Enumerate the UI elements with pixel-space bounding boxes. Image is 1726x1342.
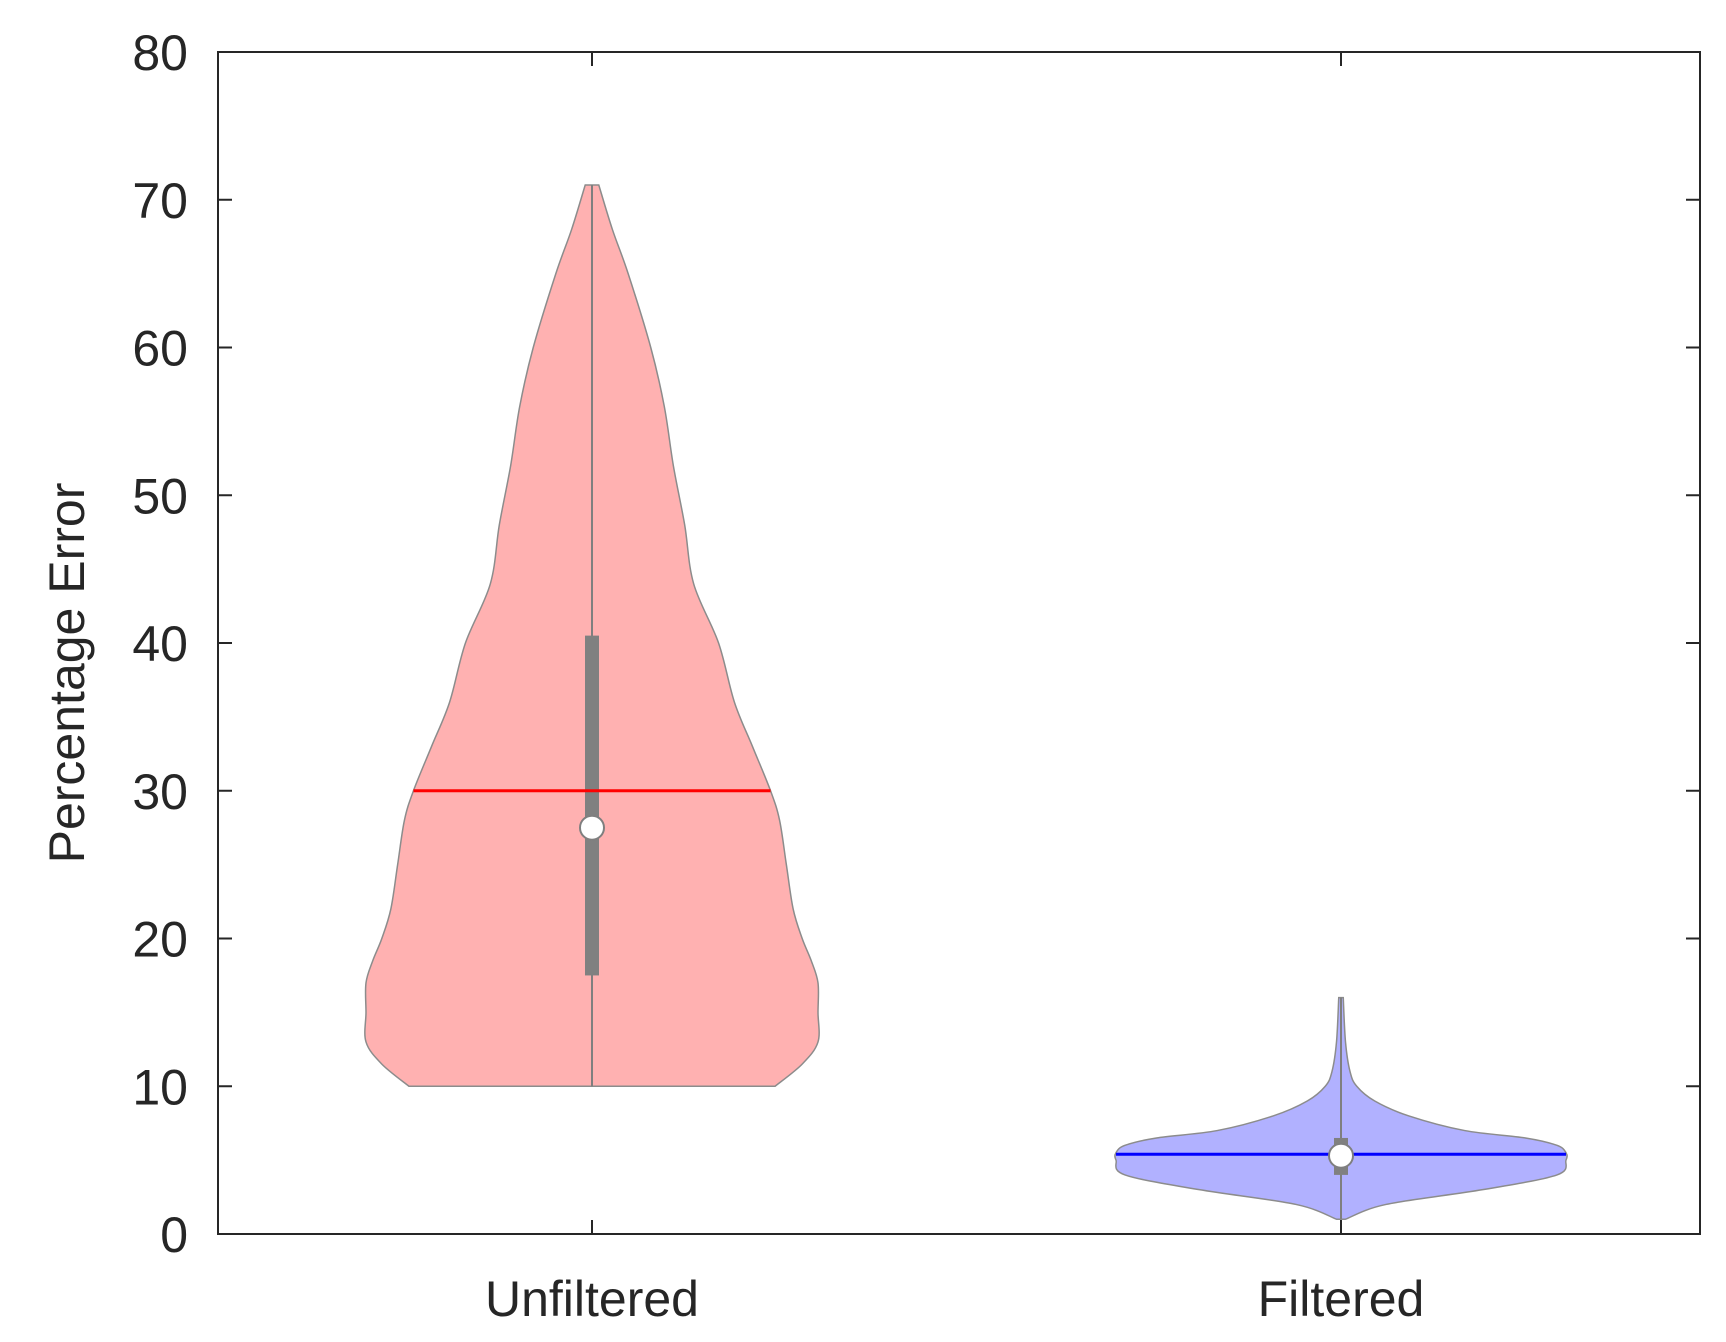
x-tick-label-filtered: Filtered bbox=[1258, 1271, 1425, 1327]
ticks-layer: 0 10 20 30 40 50 60 70 80 Unfiltered Filtered bbox=[132, 25, 1700, 1327]
y-tick-label: 50 bbox=[132, 468, 188, 524]
y-tick-label: 0 bbox=[160, 1207, 188, 1263]
y-tick-label: 20 bbox=[132, 912, 188, 968]
y-tick-label: 70 bbox=[132, 173, 188, 229]
median-marker-unfiltered bbox=[579, 814, 605, 841]
y-axis-label: Percentage Error bbox=[39, 483, 95, 864]
iqr-box-unfiltered bbox=[585, 635, 599, 976]
x-tick-label-unfiltered: Unfiltered bbox=[485, 1271, 699, 1327]
violins-layer bbox=[364, 184, 1568, 1220]
y-tick-label: 80 bbox=[132, 25, 188, 81]
y-tick-label: 10 bbox=[132, 1059, 188, 1115]
y-tick-label: 60 bbox=[132, 321, 188, 377]
y-tick-label: 40 bbox=[132, 616, 188, 672]
median-marker-filtered bbox=[1328, 1142, 1354, 1169]
y-tick-label: 30 bbox=[132, 764, 188, 820]
